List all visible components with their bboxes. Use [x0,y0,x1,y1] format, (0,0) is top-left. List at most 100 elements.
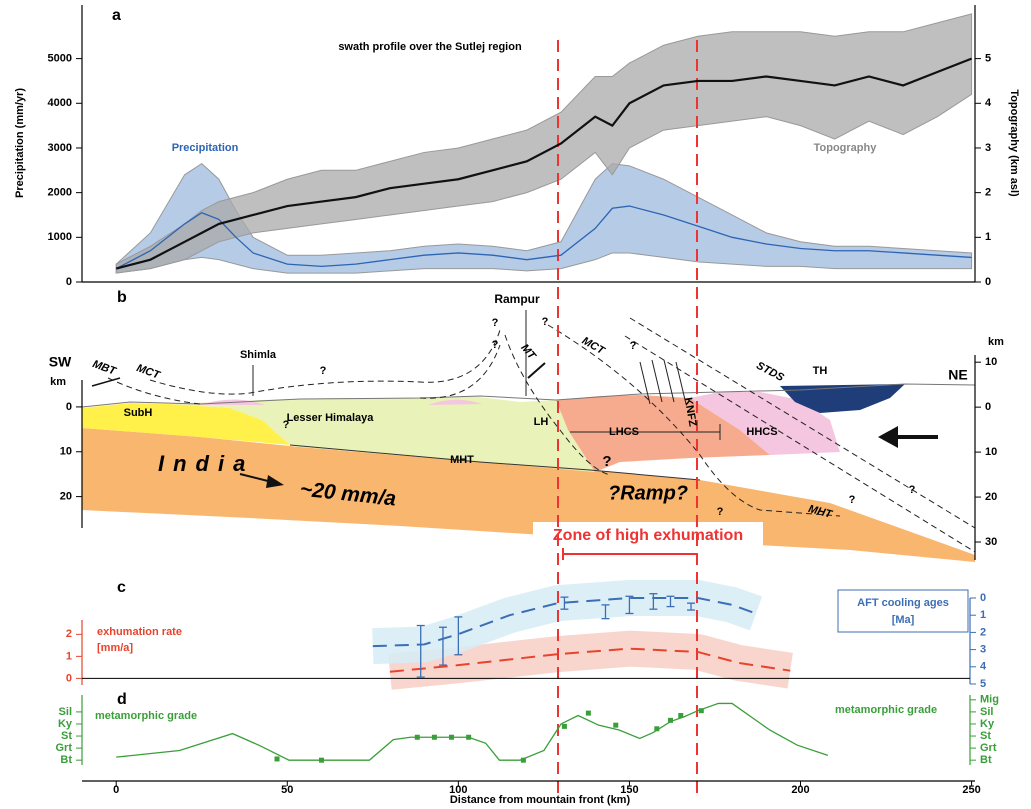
y-tick-label: 4 [980,661,987,673]
series-line [116,702,829,761]
sample-marker [319,757,325,763]
y-tick-label: Bt [980,754,992,766]
y-axis-title: [mm/a] [97,642,133,654]
y-tick-label: 1 [980,609,986,621]
cross-section [81,310,976,562]
y-tick-label: 2 [66,628,72,640]
sample-marker [678,713,684,719]
y-tick-label: 0 [985,276,991,288]
section-label: NE [948,367,967,383]
series-line [115,57,972,270]
y-tick-label: 2 [985,187,991,199]
y-tick-label: 1000 [48,231,72,243]
section-label: LH [534,416,549,428]
th-unit [780,384,905,413]
x-tick-label: 0 [113,784,119,796]
mt-arrow [527,362,546,379]
sample-marker [585,710,591,716]
section-label: MCT [135,362,163,382]
section-label: MBT [91,358,119,378]
section-label: SubH [124,407,153,419]
y2-axis-title: Topography (km asl) [1008,89,1020,197]
section-label: LHCS [609,426,639,438]
sample-marker [520,757,526,763]
x-tick-label: 100 [449,784,467,796]
x-axis-title: Distance from mountain front (km) [450,794,631,806]
sample-marker [274,756,280,762]
y-tick-label: 20 [985,491,997,503]
y-tick-label: Bt [60,754,72,766]
y-tick-label: 2 [980,626,986,638]
hhcs-unit [690,392,840,455]
y-tick-label: Ky [58,718,73,730]
sample-marker [654,726,660,732]
section-label: Rampur [494,292,540,306]
shortening-arrow-head [878,426,898,448]
y-tick-label: 5 [985,53,991,65]
y-tick-label: St [61,730,72,742]
y-tick-label: 0 [980,592,986,604]
sample-marker [698,708,704,714]
sample-marker [561,723,567,729]
section-label: SW [49,354,72,370]
sample-marker [466,734,472,740]
y-tick-label: 1 [985,231,991,243]
range-band [115,162,973,274]
y-tick-label: 3 [980,644,986,656]
y-axis-title: km [50,376,66,388]
query: ? [283,419,290,431]
lhcs-unit [556,395,770,472]
zone-box [533,522,763,548]
fault [107,377,201,405]
section-label: MT [518,342,538,363]
sample-marker [667,717,673,723]
section-label: HHCS [746,426,777,438]
series-label: AFT cooling ages [857,597,949,609]
y-tick-label: 0 [985,401,991,413]
convergence-arrow-head [266,475,284,488]
surface [81,383,976,408]
klippe [428,399,482,405]
panel-label: d [117,691,127,708]
y-tick-label: Mig [980,694,999,706]
fault [504,334,611,476]
query: ? [717,506,724,518]
y-tick-label: Grt [980,742,997,754]
y-tick-label: 0 [66,672,72,684]
fault [624,335,976,553]
aft-box [837,589,969,633]
series-label: Precipitation [172,142,239,154]
sample-marker [449,734,455,740]
sample-marker [431,734,437,740]
y2-axis-title: km [988,336,1004,348]
sample-marker [613,722,619,728]
fault [149,329,501,395]
query: ? [492,339,499,351]
y-tick-label: 30 [985,536,997,548]
y-tick-label: 0 [66,401,72,413]
section-label: Shimla [240,349,277,361]
series-label: exhumation rate [97,626,182,638]
section-label: TH [813,365,828,377]
zone-label: Zone of high exhumation [553,527,743,544]
y-tick-label: 0 [66,276,72,288]
y-tick-label: St [980,730,991,742]
y-axis-title: Precipitation (mm/yr) [14,88,26,198]
panel-label: c [117,579,126,596]
subh-unit [82,403,290,445]
query: ? [320,365,327,377]
fault [629,317,976,529]
y-tick-label: 5000 [48,53,72,65]
fault [419,344,501,399]
y2-axis-title: [Ma] [892,614,915,626]
fault [547,324,841,517]
y-tick-label: 2000 [48,187,72,199]
panel-label: a [112,7,121,24]
series-label: metamorphic grade [835,704,937,716]
y-tick-label: 20 [60,491,72,503]
y-tick-label: 4000 [48,97,72,109]
section-label: ?Ramp? [608,482,688,504]
x-tick-label: 150 [620,784,638,796]
